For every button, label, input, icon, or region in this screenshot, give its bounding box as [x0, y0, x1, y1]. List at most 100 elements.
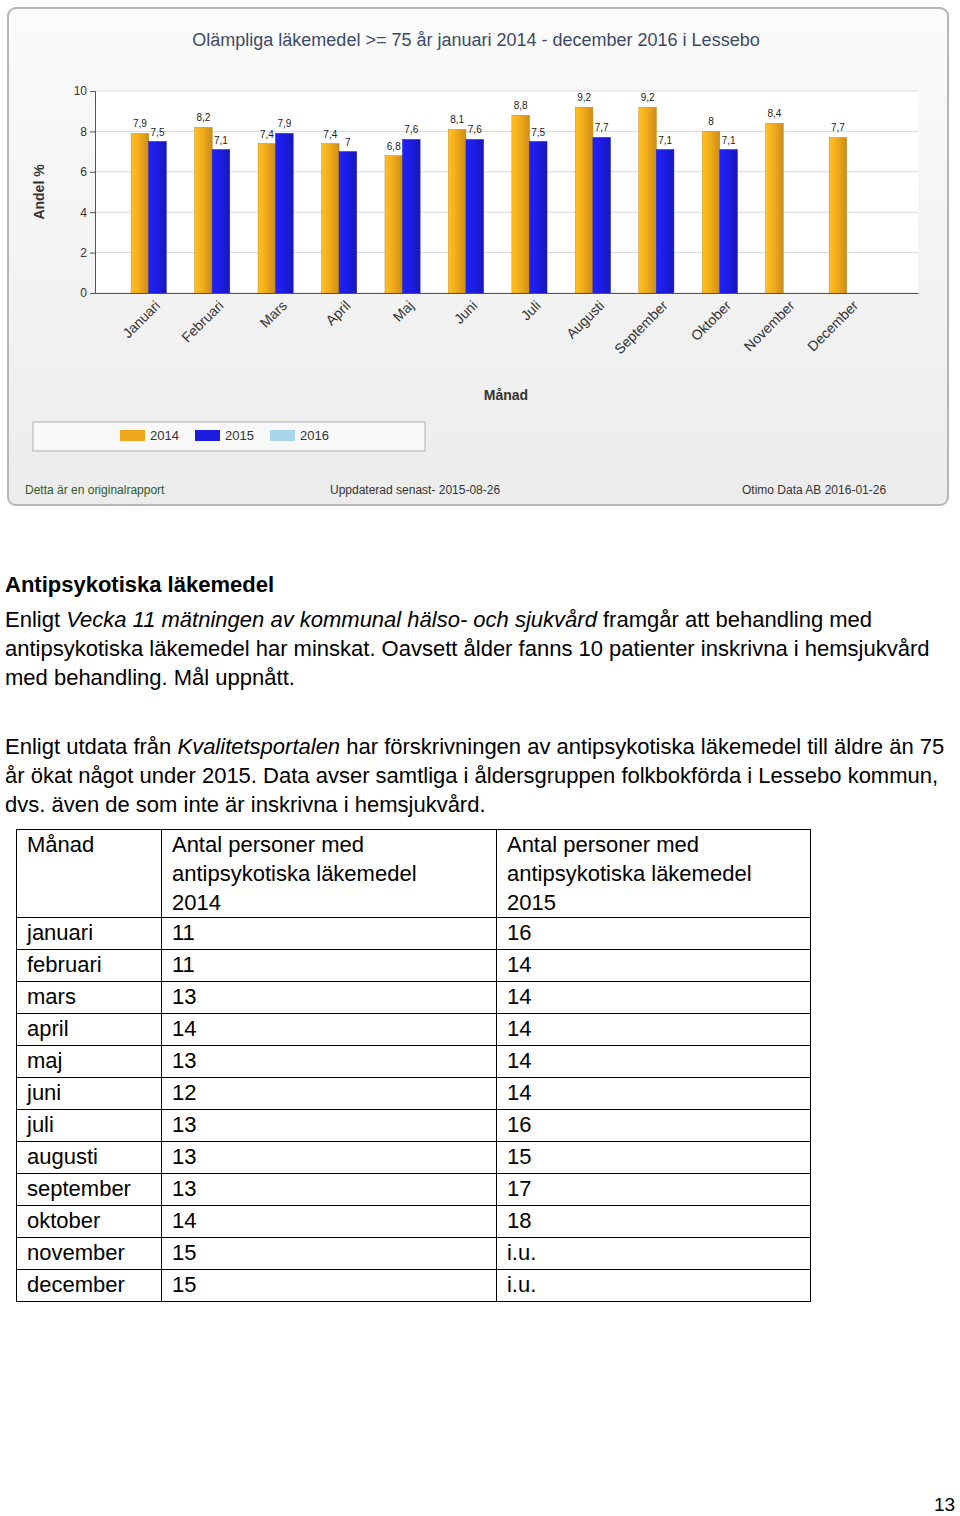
table-cell: 14	[161, 1014, 496, 1046]
data-labels: 7,98,27,47,46,88,18,89,29,288,47,77,57,1…	[133, 92, 845, 151]
table-cell: augusti	[17, 1142, 162, 1174]
table-cell: i.u.	[496, 1270, 810, 1302]
text-section: Antipsykotiska läkemedelEnligt Vecka 11 …	[5, 570, 957, 819]
page-number: 13	[934, 1494, 955, 1516]
table-cell: 16	[496, 918, 810, 950]
x-tick: Mars	[257, 293, 290, 331]
table-cell: december	[17, 1270, 162, 1302]
data-label: 8,1	[450, 114, 464, 125]
text-run: Enligt utdata från	[5, 734, 177, 759]
bar	[131, 133, 149, 293]
bar	[829, 137, 847, 293]
table-row: januari1116	[17, 918, 811, 950]
footer-note: Uppdaterad senast- 2015-08-26	[330, 483, 500, 497]
x-tick: Februari	[178, 293, 226, 345]
y-tick-mark	[90, 293, 95, 294]
table-header-row: MånadAntal personer med antipsykotiska l…	[17, 830, 811, 918]
x-axis-line	[96, 293, 919, 294]
data-label: 8	[708, 116, 714, 127]
bar	[212, 150, 230, 293]
table-row: oktober1418	[17, 1206, 811, 1238]
data-label: 7,4	[260, 129, 274, 140]
legend-swatch	[270, 430, 295, 441]
legend: 201420152016	[33, 422, 425, 451]
data-label: 7,1	[722, 135, 736, 146]
table-row: mars1314	[17, 982, 811, 1014]
table-cell: 13	[161, 1142, 496, 1174]
x-axis-title: Månad	[484, 387, 528, 403]
data-label: 7,7	[595, 122, 609, 133]
table-cell: 14	[161, 1206, 496, 1238]
italic-run: Vecka 11 mätningen av kommunal hälso- oc…	[66, 607, 597, 632]
x-tick: September	[611, 293, 671, 357]
table-cell: september	[17, 1174, 162, 1206]
table-header-cell: Antal personer med antipsykotiska läkeme…	[161, 830, 496, 918]
table-cell: juni	[17, 1078, 162, 1110]
data-label: 7,1	[214, 135, 228, 146]
data-label: 9,2	[641, 92, 655, 103]
x-tick: Oktober	[688, 293, 735, 344]
x-tick-label: Mars	[257, 297, 290, 330]
table-cell: februari	[17, 950, 162, 982]
paragraph: Enligt Vecka 11 mätningen av kommunal hä…	[5, 605, 957, 692]
table-cell: november	[17, 1238, 162, 1270]
table-cell: juli	[17, 1110, 162, 1142]
bars	[131, 107, 847, 293]
legend-swatch	[195, 430, 220, 441]
footer-note: Otimo Data AB 2016-01-26	[742, 483, 886, 497]
table-row: februari1114	[17, 950, 811, 982]
data-label: 7,4	[323, 129, 337, 140]
table-cell: 15	[161, 1238, 496, 1270]
bar	[322, 144, 340, 293]
bar	[149, 142, 167, 294]
paragraph: Enligt utdata från Kvalitetsportalen har…	[5, 732, 957, 819]
table-cell: 15	[161, 1270, 496, 1302]
y-tick-mark	[90, 91, 95, 92]
text-run: Enligt	[5, 607, 66, 632]
x-tick-label: Augusti	[563, 297, 607, 341]
table: MånadAntal personer med antipsykotiska l…	[16, 829, 811, 1302]
table-header-cell: Månad	[17, 830, 162, 918]
grid-line	[95, 131, 918, 132]
data-label: 7,5	[151, 127, 165, 138]
table-cell: 13	[161, 1110, 496, 1142]
bar	[466, 139, 484, 293]
table-cell: 16	[496, 1110, 810, 1142]
table-cell: mars	[17, 982, 162, 1014]
table-row: april1414	[17, 1014, 811, 1046]
table-row: november15i.u.	[17, 1238, 811, 1270]
table-row: juni1214	[17, 1078, 811, 1110]
bar	[339, 152, 357, 293]
bar	[529, 142, 547, 294]
bar	[766, 123, 784, 293]
y-tick-label: 6	[80, 165, 87, 179]
y-tick: 2	[80, 246, 95, 260]
data-label: 7,1	[658, 135, 672, 146]
data-label: 7,6	[468, 124, 482, 135]
legend-swatch	[120, 430, 145, 441]
bar	[385, 156, 403, 293]
y-tick-mark	[90, 212, 95, 213]
x-tick: Maj	[390, 293, 417, 325]
y-tick-label: 0	[80, 286, 87, 300]
data-label: 6,8	[387, 141, 401, 152]
footer-note: Detta är en originalrapport	[25, 483, 165, 497]
y-tick-mark	[90, 253, 95, 254]
table-cell: oktober	[17, 1206, 162, 1238]
table-cell: 13	[161, 1046, 496, 1078]
bar	[276, 133, 294, 293]
table-cell: 11	[161, 950, 496, 982]
x-tick-label: April	[322, 297, 353, 328]
bar	[258, 144, 276, 293]
y-tick-label: 8	[80, 125, 87, 139]
table-cell: 13	[161, 1174, 496, 1206]
grid	[95, 91, 918, 293]
x-tick: December	[804, 293, 861, 354]
x-tick-label: Juli	[518, 297, 544, 323]
table-row: december15i.u.	[17, 1270, 811, 1302]
data-label: 8,4	[768, 108, 782, 119]
y-tick-mark	[90, 131, 95, 132]
bar	[575, 107, 593, 293]
x-tick-label: December	[804, 297, 861, 354]
table-cell: 17	[496, 1174, 810, 1206]
